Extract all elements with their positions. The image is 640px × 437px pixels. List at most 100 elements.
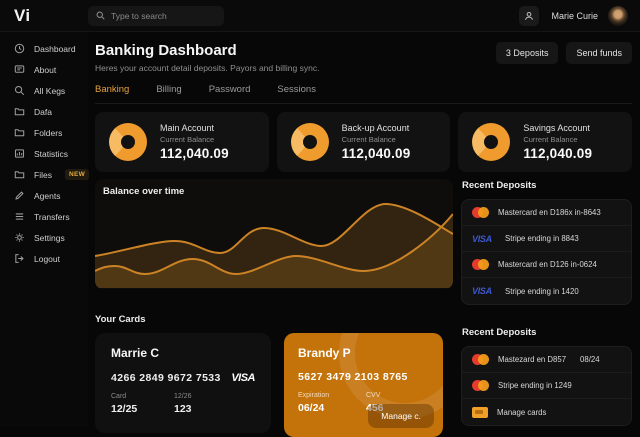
sidebar-item-label: Statistics bbox=[34, 148, 69, 159]
sidebar-item-label: Logout bbox=[34, 253, 60, 264]
avatar[interactable] bbox=[608, 5, 628, 26]
deposit-row[interactable]: Stripe ending in 1249 bbox=[462, 373, 631, 399]
sidebar-item-label: Agents bbox=[34, 190, 61, 201]
clock-icon bbox=[14, 43, 25, 54]
search-input[interactable] bbox=[111, 10, 211, 21]
list-icon bbox=[15, 213, 24, 220]
account-card-backup[interactable]: Back-up Account Current Balance 112,040.… bbox=[276, 112, 451, 172]
search-icon bbox=[96, 11, 105, 20]
account-card-savings[interactable]: Savings Account Current Balance 112,040.… bbox=[458, 112, 632, 172]
card-meta-value: 06/24 bbox=[298, 402, 325, 414]
balance-area-chart bbox=[95, 200, 453, 288]
accounts-row: Main Account Current Balance 112,040.09 … bbox=[95, 112, 632, 172]
folder-icon bbox=[14, 129, 25, 137]
deposits-list: Mastezard en D857 08/24 Stripe ending in… bbox=[461, 346, 632, 426]
user-icon-button[interactable] bbox=[519, 5, 540, 26]
visa-icon: VISA bbox=[472, 233, 492, 244]
page-header: Banking Dashboard Heres your account det… bbox=[95, 42, 632, 73]
card-holder-name: Marrie C bbox=[111, 346, 160, 360]
folder-icon bbox=[14, 171, 25, 179]
account-card-main[interactable]: Main Account Current Balance 112,040.09 bbox=[95, 112, 269, 172]
account-balance-label: Current Balance bbox=[341, 135, 396, 144]
recent-deposits-title: Recent Deposits bbox=[462, 327, 537, 338]
manage-cards-row[interactable]: Manage cards bbox=[462, 399, 631, 425]
person-icon bbox=[525, 11, 534, 20]
recent-deposits-panel-2: Recent Deposits Mastezard en D857 08/24 … bbox=[461, 314, 632, 437]
pencil-icon bbox=[15, 191, 24, 200]
tab-banking[interactable]: Banking bbox=[95, 84, 130, 95]
account-balance-label: Current Balance bbox=[160, 135, 215, 144]
sidebar-item-folders[interactable]: Folders bbox=[0, 122, 88, 143]
deposit-text: Stripe ending in 1420 bbox=[505, 286, 579, 296]
tab-password[interactable]: Password bbox=[208, 84, 251, 95]
manage-card-button[interactable]: Manage c. bbox=[368, 404, 434, 428]
bank-card-dark[interactable]: Marrie C 4266 2849 9672 7533 VISA Card 1… bbox=[95, 333, 271, 433]
sidebar-item-statistics[interactable]: Statistics bbox=[0, 143, 88, 164]
deposit-text: Manage cards bbox=[497, 407, 547, 417]
sidebar-item-label: Files bbox=[34, 169, 52, 180]
sidebar-item-all-kegs[interactable]: All Kegs bbox=[0, 80, 88, 101]
sidebar-item-files[interactable]: Files NEW bbox=[0, 164, 90, 185]
tab-sessions[interactable]: Sessions bbox=[277, 84, 316, 95]
account-balance: 112,040.09 bbox=[523, 146, 593, 161]
sidebar-item-settings[interactable]: Settings bbox=[0, 227, 88, 248]
sidebar-item-label: Transfers bbox=[34, 211, 70, 222]
deposits-button[interactable]: 3 Deposits bbox=[495, 42, 559, 64]
main-content: Banking Dashboard Heres your account det… bbox=[88, 32, 640, 437]
balance-chart-panel: Balance over time bbox=[95, 179, 453, 289]
account-balance: 112,040.09 bbox=[160, 146, 229, 161]
card-meta-label: Card bbox=[111, 393, 127, 400]
account-name: Savings Account bbox=[523, 123, 590, 133]
card-meta-label: Expiration bbox=[298, 392, 330, 399]
card-number: 4266 2849 9672 7533 bbox=[111, 372, 221, 384]
sidebar-item-dashboard[interactable]: Dashboard bbox=[0, 38, 88, 59]
sidebar-item-dafa[interactable]: Dafa bbox=[0, 101, 88, 122]
account-balance: 112,040.09 bbox=[341, 146, 411, 161]
deposit-row[interactable]: Mastezard en D857 08/24 bbox=[462, 347, 631, 373]
donut-chart-icon bbox=[472, 123, 511, 161]
send-funds-button[interactable]: Send funds bbox=[566, 42, 632, 64]
search-bar[interactable] bbox=[88, 5, 224, 26]
card-meta-label: CVV bbox=[366, 392, 381, 399]
bank-card-orange[interactable]: Brandy P 5627 3479 2103 8765 Expiration … bbox=[284, 333, 443, 437]
sidebar: Dashboard About All Kegs Dafa Folders St… bbox=[0, 32, 90, 427]
gear-icon bbox=[15, 233, 24, 242]
visa-icon: VISA bbox=[472, 286, 492, 296]
deposit-text: Mastercard en D126 in-0624 bbox=[498, 260, 597, 269]
account-name: Main Account bbox=[160, 123, 215, 133]
deposit-text: Mastercard en D186x in-8643 bbox=[498, 208, 601, 217]
mastercard-icon bbox=[472, 354, 489, 365]
chart-icon bbox=[14, 149, 25, 158]
deposit-row[interactable]: VISA Stripe ending in 8843 bbox=[462, 226, 631, 252]
page-title: Banking Dashboard bbox=[95, 42, 237, 59]
new-badge: NEW bbox=[64, 169, 90, 180]
message-icon bbox=[14, 65, 25, 73]
account-name: Back-up Account bbox=[341, 123, 410, 133]
tab-bar: Banking Billing Password Sessions bbox=[95, 84, 632, 104]
sidebar-item-about[interactable]: About bbox=[0, 59, 88, 80]
your-cards-section: Your Cards Marrie C 4266 2849 9672 7533 … bbox=[95, 314, 453, 437]
sidebar-item-label: Folders bbox=[34, 127, 63, 138]
recent-deposits-title: Recent Deposits bbox=[462, 180, 537, 191]
mastercard-icon bbox=[472, 259, 489, 270]
deposits-list: Mastercard en D186x in-8643 VISA Stripe … bbox=[461, 199, 632, 305]
deposit-row[interactable]: Mastercard en D126 in-0624 bbox=[462, 252, 631, 278]
top-bar: Vi Marie Curie bbox=[0, 0, 640, 32]
sidebar-item-label: All Kegs bbox=[34, 85, 66, 96]
donut-chart-icon bbox=[290, 123, 329, 161]
visa-logo-icon: VISA bbox=[231, 372, 255, 384]
card-meta-value: 456 bbox=[366, 402, 384, 414]
folder-icon bbox=[14, 108, 25, 116]
sidebar-item-transfers[interactable]: Transfers bbox=[0, 206, 88, 227]
logout-icon bbox=[15, 254, 24, 263]
mastercard-icon bbox=[472, 380, 489, 391]
account-balance-label: Current Balance bbox=[523, 135, 578, 144]
tab-billing[interactable]: Billing bbox=[156, 84, 182, 95]
deposit-row[interactable]: VISA Stripe ending in 1420 bbox=[462, 278, 631, 304]
card-meta-value: 123 bbox=[174, 403, 192, 415]
sidebar-item-logout[interactable]: Logout bbox=[0, 248, 88, 269]
deposit-row[interactable]: Mastercard en D186x in-8643 bbox=[462, 200, 631, 226]
mastercard-icon bbox=[472, 207, 489, 218]
deposit-text: Mastezard en D857 bbox=[498, 355, 567, 364]
sidebar-item-agents[interactable]: Agents bbox=[0, 185, 88, 206]
